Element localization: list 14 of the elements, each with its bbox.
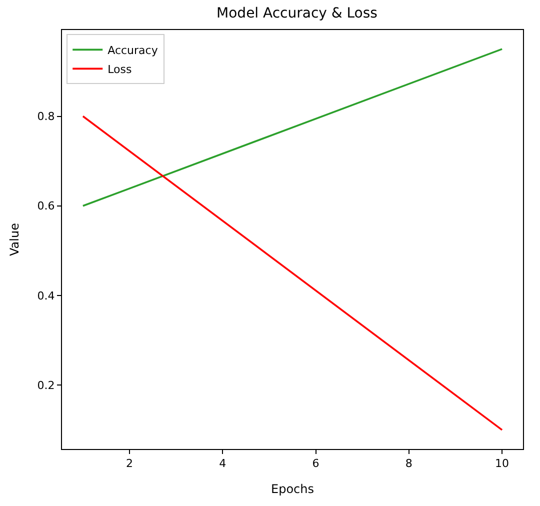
x-tick-label: 10 (495, 457, 510, 470)
x-tick-label: 8 (405, 457, 412, 470)
x-tick-label: 2 (126, 457, 134, 470)
legend-label: Loss (108, 62, 132, 76)
y-tick-label: 0.8 (37, 110, 55, 124)
y-tick-label: 0.4 (37, 289, 55, 302)
y-axis-title: Value (8, 223, 22, 256)
x-tick-label: 4 (219, 457, 226, 470)
y-tick-label: 0.6 (37, 200, 55, 213)
x-tick-label: 6 (312, 457, 320, 470)
legend-label: Accuracy (108, 44, 158, 57)
y-tick-label: 0.2 (37, 378, 55, 392)
chart-title: Model Accuracy & Loss (216, 5, 378, 22)
x-axis-title: Epochs (271, 482, 314, 496)
